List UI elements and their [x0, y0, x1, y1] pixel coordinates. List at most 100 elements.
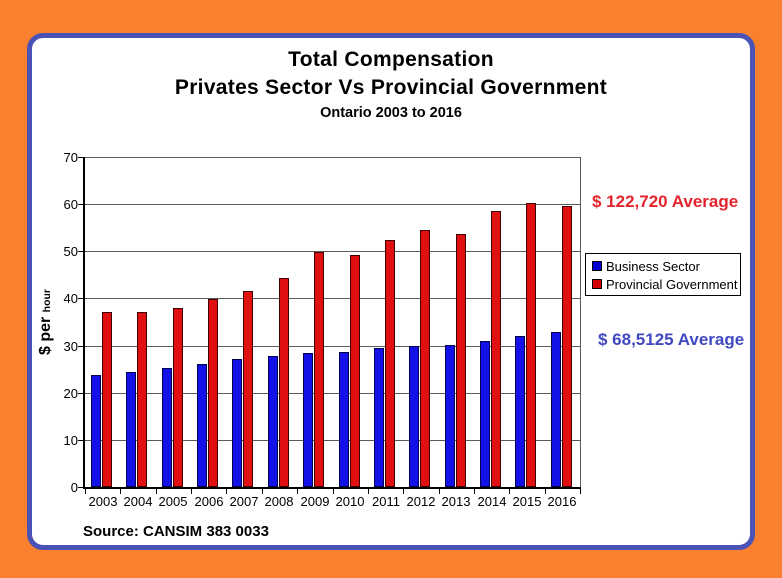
- bar-provincial-government-2005: [173, 308, 183, 487]
- y-tick-label-30: 30: [63, 339, 78, 354]
- x-axis-line: [83, 487, 581, 489]
- x-tick-label-2004: 2004: [123, 494, 153, 509]
- x-tick-8: [368, 489, 369, 494]
- chart-title-block: Total Compensation Privates Sector Vs Pr…: [32, 46, 750, 124]
- y-tick-30: [78, 346, 85, 347]
- x-tick-3: [191, 489, 192, 494]
- y-tick-label-20: 20: [63, 386, 78, 401]
- x-tick-1: [120, 489, 121, 494]
- bar-business-sector-2013: [445, 345, 455, 487]
- chart-subtitle: Privates Sector Vs Provincial Government: [174, 76, 608, 99]
- bar-business-sector-2011: [374, 348, 384, 487]
- bar-business-sector-2003: [91, 375, 101, 487]
- x-tick-2: [156, 489, 157, 494]
- bar-business-sector-2010: [339, 352, 349, 487]
- bar-provincial-government-2003: [102, 312, 112, 487]
- x-tick-label-2008: 2008: [264, 494, 294, 509]
- x-tick-label-2007: 2007: [229, 494, 259, 509]
- gridline-50: [85, 251, 580, 252]
- x-tick-label-2015: 2015: [512, 494, 542, 509]
- annotation-business-average: $ 68,5125 Average: [598, 330, 745, 349]
- bar-provincial-government-2013: [456, 234, 466, 487]
- y-tick-label-40: 40: [63, 291, 78, 306]
- y-tick-20: [78, 393, 85, 394]
- y-tick-label-50: 50: [63, 244, 78, 259]
- bar-provincial-government-2009: [314, 252, 324, 487]
- plot-area: 0 10 20 30 40 50 60 70 2003 2004 2005 2006 2007 2008 2…: [32, 38, 750, 545]
- legend-swatch-business: [592, 261, 602, 271]
- bar-business-sector-2014: [480, 341, 490, 487]
- bar-provincial-government-2011: [385, 240, 395, 487]
- x-tick-0: [85, 489, 86, 494]
- y-tick-70: [78, 157, 85, 158]
- bar-provincial-government-2014: [491, 211, 501, 487]
- x-tick-label-2010: 2010: [335, 494, 365, 509]
- source-note: Source: CANSIM 383 0033: [83, 523, 269, 540]
- y-tick-10: [78, 440, 85, 441]
- x-tick-label-2016: 2016: [547, 494, 577, 509]
- legend-label-provincial: Provincial Government: [606, 276, 738, 292]
- bar-business-sector-2016: [551, 332, 561, 487]
- bar-provincial-government-2016: [562, 206, 572, 487]
- chart-title: Total Compensation: [288, 48, 494, 71]
- bar-business-sector-2012: [409, 346, 419, 487]
- x-tick-10: [439, 489, 440, 494]
- bar-provincial-government-2015: [526, 203, 536, 487]
- x-tick-label-2011: 2011: [372, 494, 400, 509]
- bar-provincial-government-2007: [243, 291, 253, 487]
- bar-provincial-government-2008: [279, 278, 289, 487]
- bar-business-sector-2007: [232, 359, 242, 487]
- x-tick-label-2009: 2009: [300, 494, 330, 509]
- bar-provincial-government-2004: [137, 312, 147, 487]
- x-tick-4: [226, 489, 227, 494]
- x-tick-14: [580, 489, 581, 494]
- gridline-70: [85, 157, 580, 158]
- x-tick-7: [333, 489, 334, 494]
- y-tick-40: [78, 298, 85, 299]
- x-tick-13: [545, 489, 546, 494]
- legend-label-business: Business Sector: [606, 258, 700, 274]
- x-tick-6: [297, 489, 298, 494]
- legend-swatch-provincial: [592, 279, 602, 289]
- y-tick-0: [78, 487, 85, 488]
- chart-subtitle-2: Ontario 2003 to 2016: [320, 105, 462, 121]
- legend: Business Sector Provincial Government: [585, 253, 741, 296]
- x-tick-12: [509, 489, 510, 494]
- y-tick-label-70: 70: [63, 150, 78, 165]
- y-tick-label-60: 60: [63, 197, 78, 212]
- bar-business-sector-2009: [303, 353, 313, 487]
- gridline-10: [85, 440, 580, 441]
- gridline-30: [85, 346, 580, 347]
- x-tick-label-2012: 2012: [406, 494, 436, 509]
- bar-provincial-government-2006: [208, 299, 218, 487]
- y-tick-label-10: 10: [63, 433, 78, 448]
- plot-right-border: [580, 157, 581, 487]
- y-tick-50: [78, 251, 85, 252]
- bar-business-sector-2004: [126, 372, 136, 487]
- gridline-20: [85, 393, 580, 394]
- x-tick-9: [403, 489, 404, 494]
- y-axis-line: [83, 157, 85, 489]
- chart-panel: Total Compensation Privates Sector Vs Pr…: [27, 33, 755, 550]
- x-tick-label-2003: 2003: [88, 494, 118, 509]
- x-tick-label-2014: 2014: [477, 494, 507, 509]
- bar-business-sector-2008: [268, 356, 278, 487]
- x-tick-label-2005: 2005: [158, 494, 188, 509]
- legend-item-provincial: Provincial Government: [592, 276, 738, 292]
- bar-business-sector-2006: [197, 364, 207, 487]
- bar-provincial-government-2012: [420, 230, 430, 487]
- legend-item-business: Business Sector: [592, 258, 735, 274]
- bar-business-sector-2005: [162, 368, 172, 487]
- bar-provincial-government-2010: [350, 255, 360, 487]
- gridline-60: [85, 204, 580, 205]
- gridline-40: [85, 298, 580, 299]
- x-tick-label-2013: 2013: [441, 494, 471, 509]
- y-tick-label-0: 0: [70, 480, 78, 495]
- x-tick-11: [474, 489, 475, 494]
- bar-business-sector-2015: [515, 336, 525, 487]
- x-tick-5: [262, 489, 263, 494]
- y-tick-60: [78, 204, 85, 205]
- x-tick-label-2006: 2006: [194, 494, 224, 509]
- annotation-provincial-average: $ 122,720 Average: [592, 192, 739, 211]
